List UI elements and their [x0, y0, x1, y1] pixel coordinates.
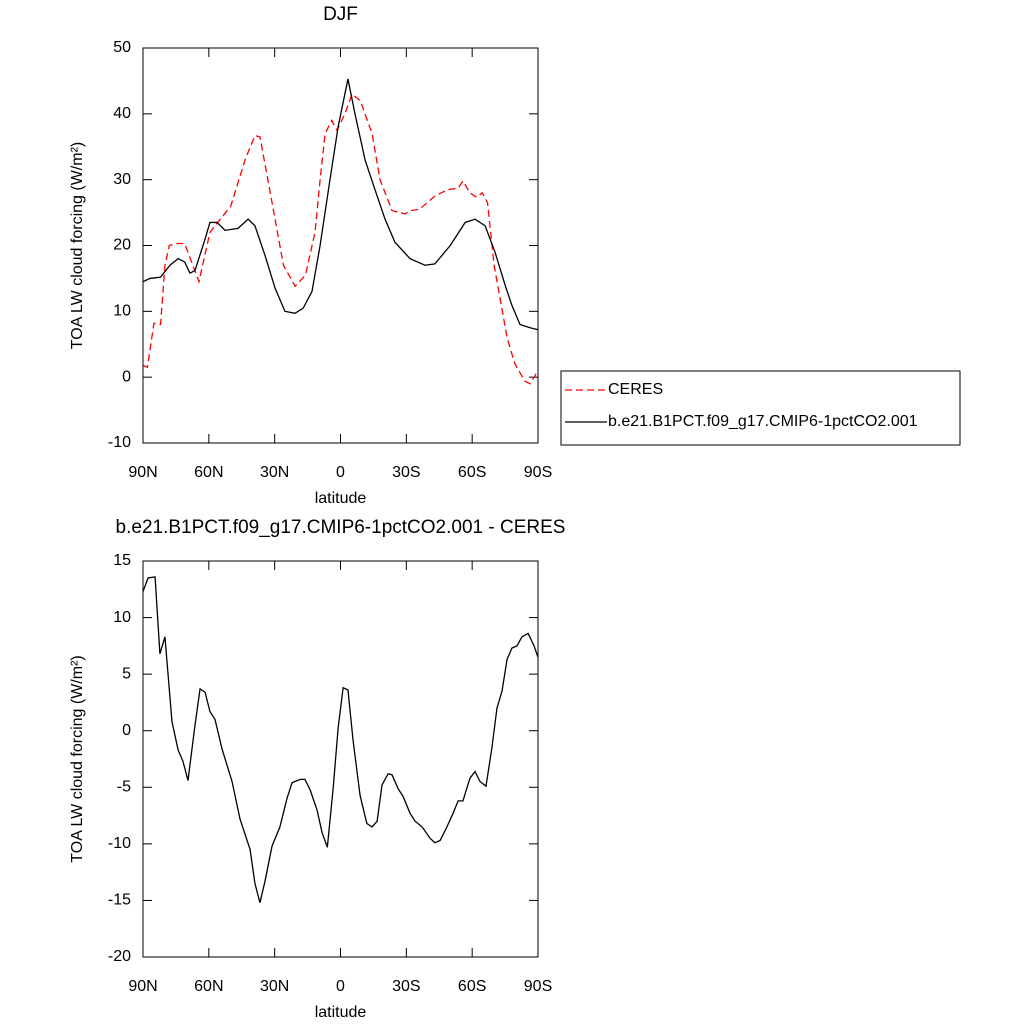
y-axis-label: TOA LW cloud forcing (W/m²) [69, 655, 86, 862]
y-tick-label: 0 [122, 722, 131, 739]
plot-frame [142, 47, 539, 444]
y-tick-label: 50 [113, 39, 131, 56]
x-tick-label: 30S [392, 464, 420, 481]
y-axis-label: TOA LW cloud forcing (W/m²) [69, 142, 86, 349]
x-tick-label: 60N [194, 978, 223, 995]
y-tick-label: 20 [113, 237, 131, 254]
data-line [142, 78, 539, 331]
y-tick-label: -15 [108, 892, 131, 909]
y-tick-label: -20 [108, 948, 131, 965]
plot-frame [142, 560, 539, 958]
y-tick-label: -10 [108, 434, 131, 451]
x-tick-label: 0 [336, 464, 345, 481]
legend-box [560, 370, 961, 446]
chart-title: b.e21.B1PCT.f09_g17.CMIP6-1pctCO2.001 - … [116, 517, 566, 538]
x-tick-label: 90N [128, 464, 157, 481]
x-tick-label: 90N [128, 978, 157, 995]
y-tick-label: 5 [122, 665, 131, 682]
x-tick-label: 60S [458, 978, 486, 995]
y-tick-label: 15 [113, 552, 131, 569]
y-tick-label: 10 [113, 609, 131, 626]
x-axis-label: latitude [315, 490, 367, 507]
x-tick-label: 30S [392, 978, 420, 995]
x-tick-label: 90S [524, 464, 552, 481]
x-tick-label: 90S [524, 978, 552, 995]
y-tick-label: 10 [113, 303, 131, 320]
y-tick-label: 0 [122, 368, 131, 385]
y-tick-label: -10 [108, 835, 131, 852]
legend-label: b.e21.B1PCT.f09_g17.CMIP6-1pctCO2.001 [608, 413, 918, 430]
x-tick-label: 0 [336, 978, 345, 995]
legend-label: CERES [608, 381, 663, 398]
x-tick-label: 60N [194, 464, 223, 481]
x-tick-label: 60S [458, 464, 486, 481]
data-line [142, 576, 539, 903]
y-tick-label: 30 [113, 171, 131, 188]
data-line [142, 93, 539, 385]
y-tick-label: 40 [113, 105, 131, 122]
x-tick-label: 30N [260, 978, 289, 995]
chart-title: DJF [323, 4, 358, 25]
x-axis-label: latitude [315, 1004, 367, 1021]
x-tick-label: 30N [260, 464, 289, 481]
y-tick-label: -5 [117, 779, 131, 796]
